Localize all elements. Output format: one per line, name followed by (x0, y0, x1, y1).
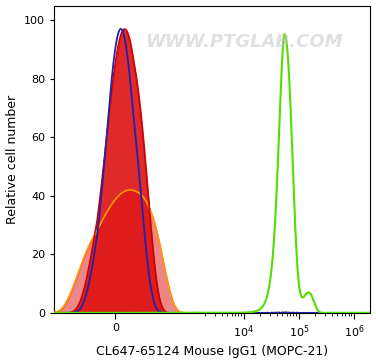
Y-axis label: Relative cell number: Relative cell number (6, 95, 18, 224)
Text: WWW.PTGLAB.COM: WWW.PTGLAB.COM (145, 33, 343, 51)
X-axis label: CL647-65124 Mouse IgG1 (MOPC-21): CL647-65124 Mouse IgG1 (MOPC-21) (96, 345, 328, 359)
